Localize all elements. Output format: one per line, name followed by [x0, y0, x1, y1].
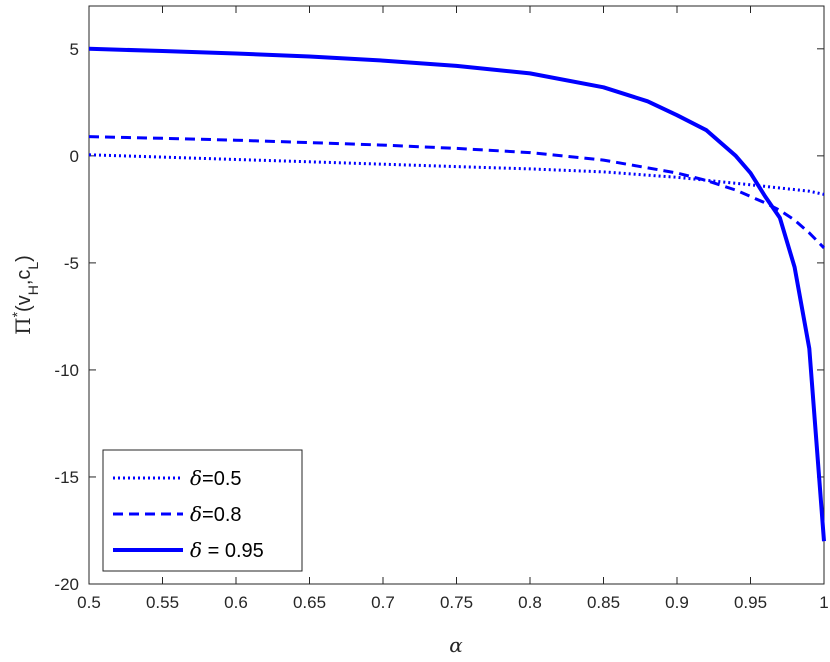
x-tick-label: 0.55 — [146, 593, 179, 612]
y-axis-label-close: ) — [13, 255, 35, 262]
y-tick-label: -20 — [54, 575, 79, 594]
y-tick-label: -10 — [54, 361, 79, 380]
y-axis-label: Π*(vH,cL) — [9, 255, 41, 335]
x-tick-label: 0.75 — [440, 593, 473, 612]
x-tick-label: 0.5 — [77, 593, 101, 612]
y-tick-label: -5 — [64, 254, 79, 273]
legend-entry-0: δ=0.5 — [190, 466, 242, 490]
legend: δ=0.5 δ=0.8 δ = 0.95 — [102, 449, 303, 572]
series-layer — [88, 46, 826, 542]
legend-delta-0: δ — [190, 466, 202, 490]
y-axis-label-sub2: L — [25, 262, 41, 270]
y-axis-label-sup: * — [9, 311, 25, 317]
x-tick-label: 0.6 — [224, 593, 248, 612]
series-line-solid — [88, 46, 826, 542]
y-tick-label: 5 — [70, 40, 79, 59]
y-tick-label: 0 — [70, 147, 79, 166]
x-tick-label: 0.9 — [665, 593, 689, 612]
y-axis-label-sub1: H — [25, 285, 41, 295]
legend-value-0: =0.5 — [202, 468, 241, 490]
legend-delta-2: δ — [190, 538, 202, 562]
x-tick-label: 0.95 — [734, 593, 767, 612]
legend-value-2: = 0.95 — [202, 540, 264, 562]
x-tick-label: 0.7 — [371, 593, 395, 612]
legend-entry-2: δ = 0.95 — [190, 538, 264, 562]
x-tick-label: 0.65 — [293, 593, 326, 612]
y-tick-label: -15 — [54, 468, 79, 487]
x-tick-label: 0.85 — [587, 593, 620, 612]
y-axis-label-mid: ,c — [13, 270, 35, 286]
y-axis-label-open: (v — [13, 295, 35, 312]
ticks-layer: 0.5 0.55 0.6 0.65 0.7 0.75 0.8 0.85 0.9 0.95 1 5 0 -5… — [54, 6, 829, 612]
legend-entry-1: δ=0.8 — [190, 502, 242, 526]
x-axis-label: α — [449, 633, 463, 657]
x-tick-label: 1 — [819, 593, 828, 612]
series-line-dashed — [88, 135, 826, 249]
legend-delta-1: δ — [190, 502, 202, 526]
x-tick-label: 0.8 — [518, 593, 542, 612]
y-axis-label-main: Π — [11, 317, 35, 334]
legend-value-1: =0.8 — [202, 504, 241, 526]
